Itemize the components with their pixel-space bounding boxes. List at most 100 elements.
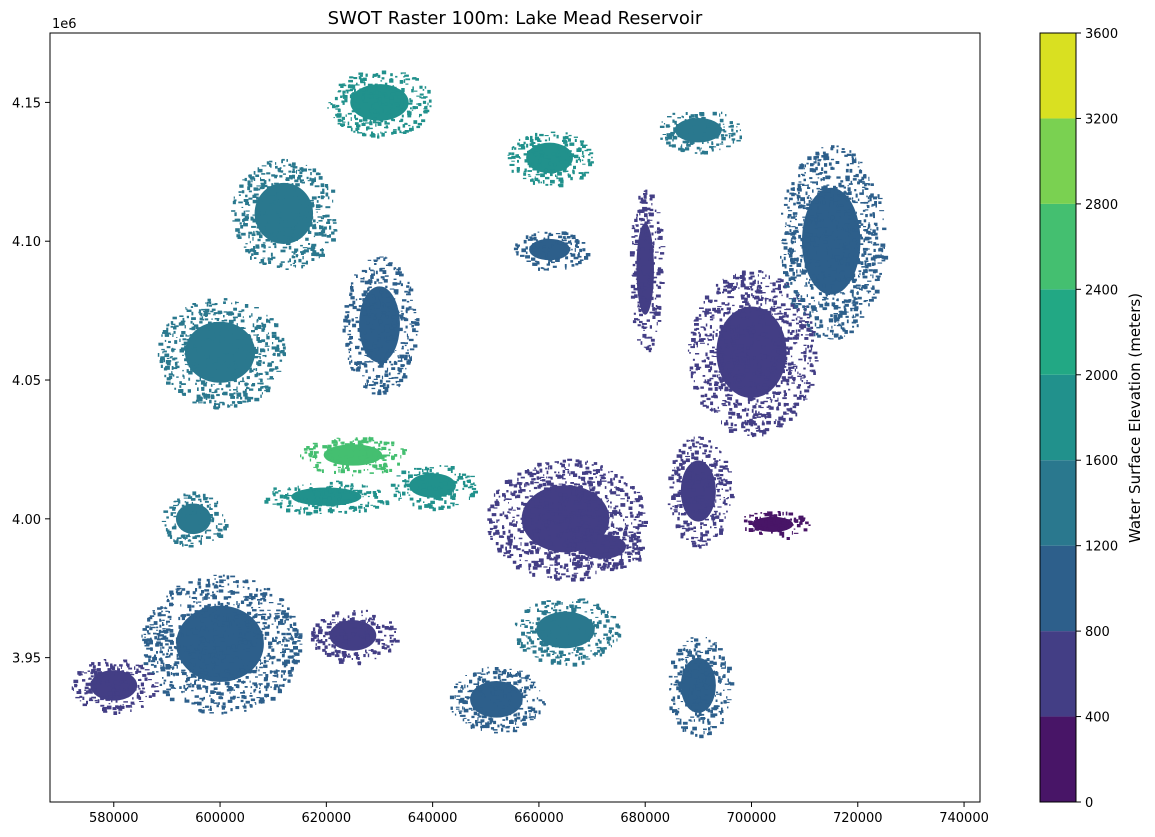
- region-pixel: [364, 631, 366, 634]
- region-pixel: [205, 593, 209, 597]
- region-pixel: [172, 673, 176, 676]
- region-pixel: [333, 230, 338, 232]
- region-pixel: [570, 176, 573, 181]
- region-pixel: [329, 507, 332, 509]
- region-pixel: [811, 369, 816, 373]
- region-pixel: [583, 538, 584, 540]
- region-pixel: [613, 563, 617, 567]
- region-pixel: [579, 259, 584, 261]
- region-pixel: [221, 624, 227, 627]
- region-pixel: [302, 484, 304, 486]
- region-pixel: [309, 487, 313, 490]
- region-pixel: [463, 707, 465, 710]
- region-pixel: [529, 571, 532, 574]
- region-pixel: [715, 134, 720, 137]
- region-pixel: [603, 522, 606, 527]
- region-pixel: [576, 565, 580, 569]
- region-pixel: [259, 630, 263, 635]
- region-pixel: [362, 437, 368, 441]
- region-pixel: [490, 690, 492, 694]
- region-pixel: [176, 654, 179, 658]
- region-pixel: [741, 422, 746, 424]
- region-pixel: [188, 685, 192, 688]
- region-pixel: [252, 236, 254, 241]
- region-pixel: [156, 633, 161, 636]
- region-pixel: [734, 337, 740, 340]
- region-pixel: [727, 290, 731, 294]
- region-pixel: [571, 248, 573, 251]
- region-pixel: [764, 512, 770, 517]
- region-pixel: [635, 499, 640, 503]
- region-pixel: [289, 623, 293, 628]
- region-pixel: [329, 490, 334, 494]
- water-region: [562, 526, 645, 572]
- region-pixel: [211, 640, 214, 643]
- region-pixel: [272, 639, 277, 642]
- region-pixel: [475, 720, 478, 724]
- region-pixel: [164, 631, 168, 634]
- region-pixel: [253, 230, 255, 234]
- region-pixel: [444, 500, 447, 504]
- region-pixel: [747, 301, 749, 304]
- region-pixel: [549, 256, 551, 260]
- region-pixel: [186, 630, 188, 635]
- region-pixel: [741, 374, 746, 377]
- region-pixel: [830, 158, 835, 161]
- region-pixel: [704, 364, 710, 368]
- region-pixel: [700, 147, 702, 150]
- region-pixel: [581, 242, 586, 244]
- region-pixel: [782, 238, 787, 242]
- region-pixel: [740, 279, 745, 284]
- region-pixel: [256, 185, 262, 187]
- region-pixel: [620, 514, 623, 517]
- region-pixel: [209, 603, 211, 607]
- region-pixel: [498, 535, 504, 538]
- region-pixel: [242, 705, 246, 708]
- region-pixel: [506, 681, 511, 685]
- region-pixel: [836, 298, 839, 302]
- region-pixel: [503, 681, 506, 684]
- region-pixel: [713, 363, 717, 366]
- region-pixel: [151, 660, 156, 663]
- region-pixel: [642, 512, 646, 514]
- region-pixel: [562, 542, 565, 547]
- region-pixel: [531, 560, 535, 563]
- region-pixel: [721, 111, 723, 115]
- region-pixel: [147, 617, 151, 622]
- region-pixel: [778, 287, 781, 291]
- region-pixel: [708, 137, 710, 140]
- region-pixel: [224, 606, 228, 610]
- region-pixel: [314, 634, 318, 637]
- region-pixel: [776, 340, 780, 344]
- region-pixel: [529, 139, 534, 143]
- region-pixel: [319, 507, 322, 512]
- region-pixel: [354, 635, 356, 637]
- region-pixel: [235, 656, 239, 660]
- region-pixel: [698, 331, 700, 334]
- region-pixel: [217, 623, 220, 627]
- region-pixel: [771, 313, 773, 315]
- region-pixel: [378, 490, 381, 493]
- region-pixel: [516, 507, 518, 509]
- region-pixel: [204, 630, 207, 634]
- region-pixel: [503, 669, 507, 672]
- region-pixel: [357, 646, 361, 648]
- region-pixel: [230, 592, 235, 595]
- region-pixel: [213, 682, 217, 686]
- region-pixel: [496, 490, 500, 495]
- region-pixel: [803, 398, 808, 400]
- region-pixel: [274, 245, 277, 249]
- region-pixel: [165, 693, 170, 697]
- region-pixel: [189, 595, 191, 598]
- region-pixel: [499, 513, 503, 517]
- region-pixel: [583, 473, 586, 475]
- region-pixel: [245, 216, 249, 220]
- region-pixel: [786, 348, 792, 350]
- region-pixel: [185, 649, 191, 652]
- region-pixel: [549, 170, 555, 174]
- region-pixel: [788, 417, 793, 421]
- region-pixel: [689, 352, 691, 354]
- region-pixel: [444, 465, 449, 467]
- region-pixel: [329, 621, 332, 624]
- region-pixel: [221, 586, 225, 588]
